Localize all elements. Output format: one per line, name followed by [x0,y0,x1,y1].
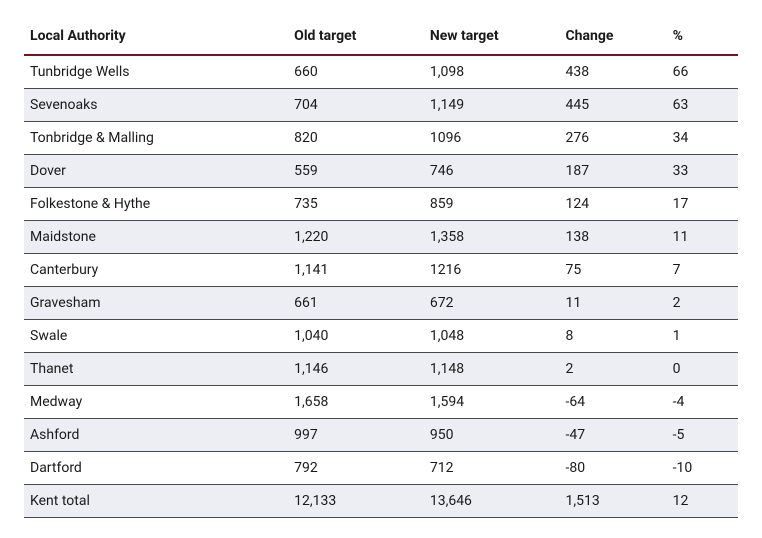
cell-change: 138 [559,221,666,254]
cell-change: 445 [559,89,666,122]
cell-old-target: 704 [288,89,424,122]
cell-authority: Maidstone [24,221,288,254]
cell-change: 2 [559,353,666,386]
col-header-authority: Local Authority [24,20,288,55]
col-header-change: Change [559,20,666,55]
cell-old-target: 1,040 [288,320,424,353]
cell-new-target: 1,098 [424,55,560,89]
cell-new-target: 1,148 [424,353,560,386]
table-row: Thanet 1,146 1,148 2 0 [24,353,738,386]
cell-authority: Tonbridge & Malling [24,122,288,155]
cell-old-target: 735 [288,188,424,221]
cell-old-target: 661 [288,287,424,320]
cell-change: 1,513 [559,485,666,518]
cell-new-target: 712 [424,452,560,485]
cell-pct: 33 [667,155,738,188]
table-row: Medway 1,658 1,594 -64 -4 [24,386,738,419]
table-row: Dartford 792 712 -80 -10 [24,452,738,485]
cell-pct: 17 [667,188,738,221]
cell-old-target: 1,141 [288,254,424,287]
cell-pct: -4 [667,386,738,419]
cell-pct: 63 [667,89,738,122]
cell-old-target: 12,133 [288,485,424,518]
cell-pct: 11 [667,221,738,254]
cell-change: -80 [559,452,666,485]
table-row: Sevenoaks 704 1,149 445 63 [24,89,738,122]
table-row: Canterbury 1,141 1216 75 7 [24,254,738,287]
cell-old-target: 997 [288,419,424,452]
cell-old-target: 820 [288,122,424,155]
cell-authority: Dartford [24,452,288,485]
cell-pct: 12 [667,485,738,518]
cell-change: 124 [559,188,666,221]
table-row: Gravesham 661 672 11 2 [24,287,738,320]
table-row: Tonbridge & Malling 820 1096 276 34 [24,122,738,155]
cell-change: 276 [559,122,666,155]
cell-new-target: 1096 [424,122,560,155]
col-header-pct: % [667,20,738,55]
table-row: Maidstone 1,220 1,358 138 11 [24,221,738,254]
cell-pct: 66 [667,55,738,89]
cell-new-target: 1,149 [424,89,560,122]
cell-new-target: 672 [424,287,560,320]
cell-change: 8 [559,320,666,353]
cell-pct: -10 [667,452,738,485]
cell-authority: Gravesham [24,287,288,320]
cell-change: -64 [559,386,666,419]
cell-new-target: 1216 [424,254,560,287]
col-header-new-target: New target [424,20,560,55]
cell-change: 75 [559,254,666,287]
table-row-total: Kent total 12,133 13,646 1,513 12 [24,485,738,518]
cell-new-target: 1,048 [424,320,560,353]
cell-new-target: 950 [424,419,560,452]
cell-authority: Tunbridge Wells [24,55,288,89]
cell-new-target: 1,594 [424,386,560,419]
cell-authority: Thanet [24,353,288,386]
col-header-old-target: Old target [288,20,424,55]
cell-old-target: 559 [288,155,424,188]
cell-pct: 7 [667,254,738,287]
cell-old-target: 1,146 [288,353,424,386]
cell-old-target: 1,658 [288,386,424,419]
cell-new-target: 859 [424,188,560,221]
cell-old-target: 792 [288,452,424,485]
cell-new-target: 13,646 [424,485,560,518]
cell-change: 187 [559,155,666,188]
cell-authority: Dover [24,155,288,188]
cell-authority: Kent total [24,485,288,518]
cell-change: -47 [559,419,666,452]
cell-pct: 2 [667,287,738,320]
cell-new-target: 1,358 [424,221,560,254]
cell-pct: 0 [667,353,738,386]
cell-authority: Sevenoaks [24,89,288,122]
table-row: Swale 1,040 1,048 8 1 [24,320,738,353]
cell-old-target: 1,220 [288,221,424,254]
targets-table: Local Authority Old target New target Ch… [24,20,738,518]
cell-old-target: 660 [288,55,424,89]
cell-authority: Ashford [24,419,288,452]
cell-new-target: 746 [424,155,560,188]
cell-pct: 34 [667,122,738,155]
cell-authority: Medway [24,386,288,419]
table-header-row: Local Authority Old target New target Ch… [24,20,738,55]
cell-authority: Folkestone & Hythe [24,188,288,221]
table-row: Dover 559 746 187 33 [24,155,738,188]
cell-pct: -5 [667,419,738,452]
table-row: Tunbridge Wells 660 1,098 438 66 [24,55,738,89]
cell-pct: 1 [667,320,738,353]
cell-change: 11 [559,287,666,320]
cell-authority: Swale [24,320,288,353]
table-body: Tunbridge Wells 660 1,098 438 66 Sevenoa… [24,55,738,518]
cell-change: 438 [559,55,666,89]
cell-authority: Canterbury [24,254,288,287]
table-row: Folkestone & Hythe 735 859 124 17 [24,188,738,221]
table-row: Ashford 997 950 -47 -5 [24,419,738,452]
